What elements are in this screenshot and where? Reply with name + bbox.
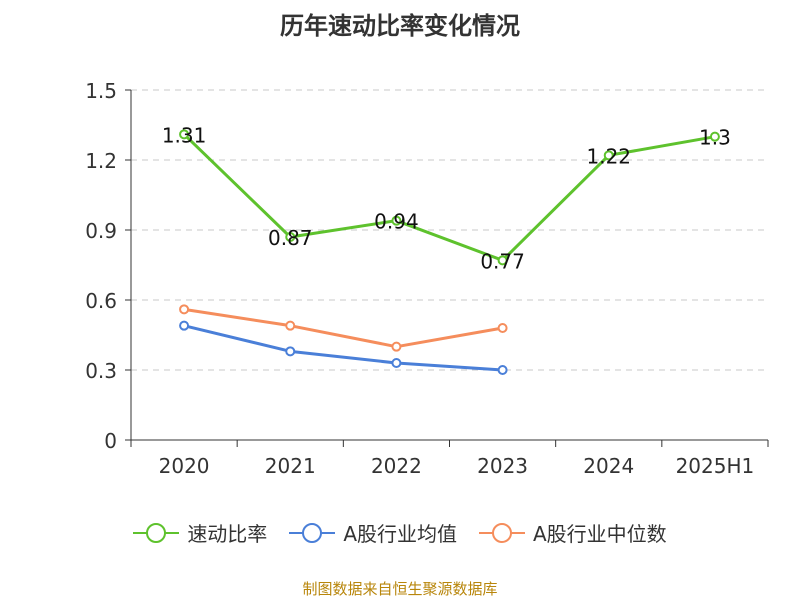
x-tick-label: 2023 <box>477 454 528 478</box>
legend-label: A股行业均值 <box>343 522 457 546</box>
data-point <box>497 365 508 375</box>
x-tick-label: 2024 <box>583 454 634 478</box>
data-point <box>285 346 296 357</box>
chart-legend: 速动比率 A股行业均值 A股行业中位数 <box>0 518 800 547</box>
data-point <box>179 320 190 331</box>
data-point <box>391 341 402 352</box>
data-label: 0.94 <box>374 210 419 234</box>
data-point <box>497 323 508 333</box>
data-point <box>709 131 720 142</box>
y-tick-label: 0.9 <box>85 219 117 243</box>
data-point <box>391 358 402 368</box>
series-line <box>183 133 716 262</box>
legend-label: 速动比率 <box>187 522 268 546</box>
x-tick-label: 2025H1 <box>676 454 755 478</box>
data-point <box>285 232 296 242</box>
data-label: 0.87 <box>268 226 313 250</box>
legend-marker <box>133 521 180 545</box>
data-point <box>391 215 402 226</box>
data-label: 0.77 <box>480 249 525 273</box>
y-tick-label: 0 <box>104 429 117 453</box>
data-label: 1.3 <box>699 126 731 150</box>
y-tick-label: 1.2 <box>85 149 117 173</box>
legend-label: A股行业中位数 <box>533 522 667 546</box>
legend-item-industry-mean[interactable]: A股行业均值 <box>289 518 457 547</box>
x-tick-label: 2022 <box>371 454 422 478</box>
legend-item-industry-median[interactable]: A股行业中位数 <box>479 518 667 547</box>
data-label: 1.22 <box>586 144 631 168</box>
data-point <box>497 255 508 266</box>
legend-marker <box>289 521 336 545</box>
data-point <box>179 129 190 140</box>
chart-title: 历年速动比率变化情况 <box>280 12 520 40</box>
data-point <box>603 150 614 161</box>
data-label: 1.31 <box>162 123 207 147</box>
legend-marker <box>479 521 525 545</box>
y-tick-label: 0.6 <box>85 289 117 313</box>
legend-item-quick-ratio[interactable]: 速动比率 <box>133 518 267 547</box>
y-tick-label: 0.3 <box>85 359 117 383</box>
y-tick-label: 1.5 <box>85 79 117 103</box>
series-line <box>183 324 503 372</box>
x-tick-label: 2021 <box>265 454 316 478</box>
series-line <box>183 307 503 349</box>
x-tick-label: 2020 <box>159 454 210 478</box>
data-point <box>285 320 296 331</box>
data-point <box>179 304 190 315</box>
data-source-note: 制图数据来自恒生聚源数据库 <box>302 580 498 598</box>
